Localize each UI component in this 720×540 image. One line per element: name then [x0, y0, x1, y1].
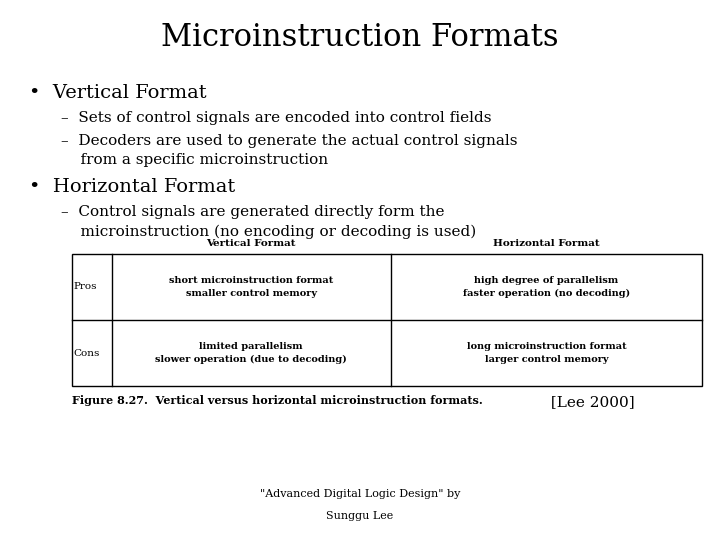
Text: short microinstruction format
smaller control memory: short microinstruction format smaller co…	[169, 276, 333, 298]
Text: Microinstruction Formats: Microinstruction Formats	[161, 22, 559, 52]
Text: •  Vertical Format: • Vertical Format	[29, 84, 207, 102]
Text: –  Decoders are used to generate the actual control signals: – Decoders are used to generate the actu…	[61, 134, 518, 148]
Text: –  Sets of control signals are encoded into control fields: – Sets of control signals are encoded in…	[61, 111, 492, 125]
Text: microinstruction (no encoding or decoding is used): microinstruction (no encoding or decodin…	[61, 225, 477, 239]
Text: Figure 8.27.  Vertical versus horizontal microinstruction formats.: Figure 8.27. Vertical versus horizontal …	[72, 395, 482, 406]
Text: Sunggu Lee: Sunggu Lee	[326, 511, 394, 522]
Text: long microinstruction format
larger control memory: long microinstruction format larger cont…	[467, 342, 626, 364]
Text: "Advanced Digital Logic Design" by: "Advanced Digital Logic Design" by	[260, 489, 460, 499]
Text: Cons: Cons	[73, 348, 100, 357]
Text: from a specific microinstruction: from a specific microinstruction	[61, 153, 328, 167]
Text: limited parallelism
slower operation (due to decoding): limited parallelism slower operation (du…	[156, 342, 347, 364]
Text: •  Horizontal Format: • Horizontal Format	[29, 178, 235, 196]
Text: Vertical Format: Vertical Format	[207, 239, 296, 248]
Bar	[72, 254, 702, 386]
Text: high degree of parallelism
faster operation (no decoding): high degree of parallelism faster operat…	[463, 276, 630, 298]
Text: –  Control signals are generated directly form the: – Control signals are generated directly…	[61, 205, 445, 219]
Text: Pros: Pros	[73, 282, 97, 292]
Text: Horizontal Format: Horizontal Format	[493, 239, 600, 248]
Text: [Lee 2000]: [Lee 2000]	[546, 395, 634, 409]
